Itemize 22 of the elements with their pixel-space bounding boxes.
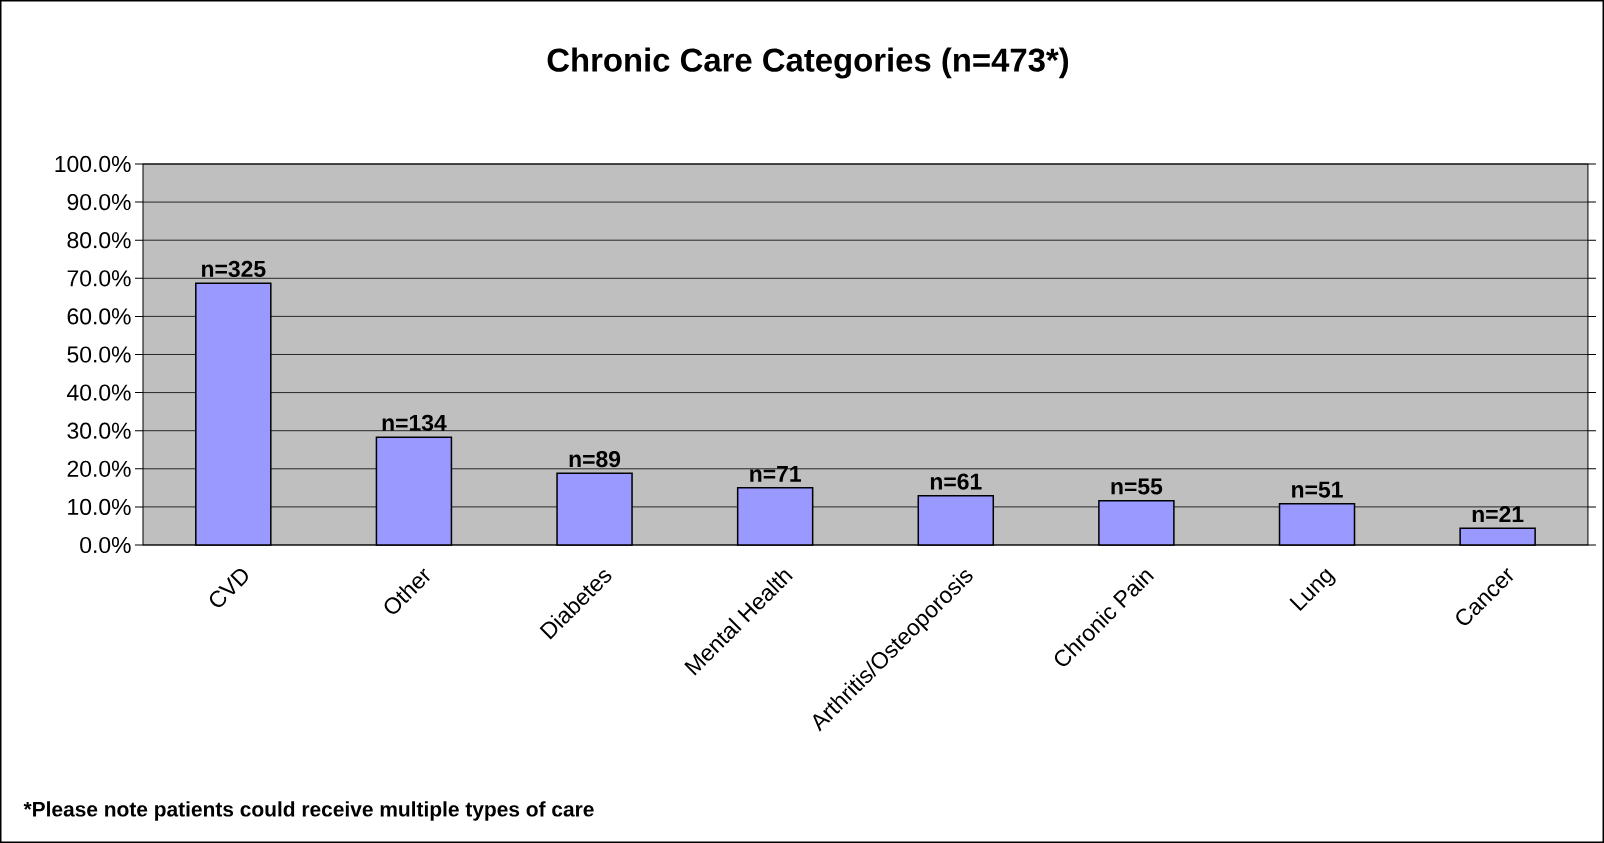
chart-title: Chronic Care Categories (n=473*) [547, 47, 1069, 79]
annotation: n=134 [382, 414, 447, 431]
y-tick-label: 20.0% [67, 460, 131, 477]
y-tick-label: 100.0% [55, 155, 131, 173]
annotation: n=51 [1292, 481, 1343, 498]
annotation: n=89 [569, 450, 621, 468]
y-tick-label: 80.0% [67, 232, 131, 249]
annotation: n=21 [1472, 506, 1524, 523]
annotation: n=61 [930, 473, 982, 490]
y-tick-label: 70.0% [67, 270, 131, 287]
y-tick-label: 60.0% [67, 308, 131, 325]
y-tick-label: 30.0% [67, 422, 131, 439]
text: *Please note patients could receive multiple types of care [23, 801, 594, 821]
y-tick-label: 0.0% [80, 536, 131, 554]
annotation: n=325 [202, 260, 266, 278]
y-tick-label: 50.0% [67, 346, 131, 363]
annotation: n=55 [1111, 478, 1163, 495]
annotation: n=71 [750, 465, 801, 482]
x-tick-label: CVD [209, 568, 248, 607]
y-tick-label: 90.0% [67, 193, 131, 211]
y-tick-label: 10.0% [68, 498, 131, 515]
y-tick-label: 40.0% [67, 384, 131, 401]
